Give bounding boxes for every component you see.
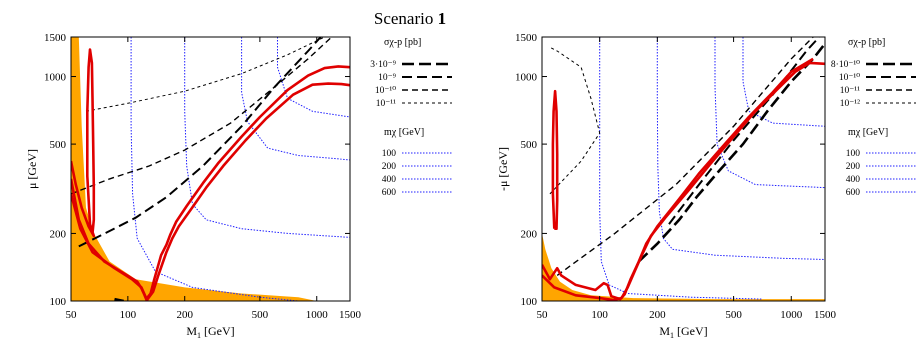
x-tick-label-1000: 1000 (306, 309, 329, 321)
x-axis-label-unit: [GeV] (201, 324, 235, 338)
mass-legend-label-200: 200 (846, 162, 861, 172)
sigma-legend-title: σχ-p [pb] (848, 37, 885, 48)
sigma-contour-4 (549, 46, 601, 195)
sigma-contour-4 (85, 37, 325, 112)
sigma-contour-1 (637, 42, 825, 263)
x-tick-label-1500: 1500 (339, 309, 362, 321)
mass-legend-title: mχ [GeV] (848, 127, 888, 138)
x-tick-label-50: 50 (537, 309, 549, 321)
relic-contour-4 (145, 82, 350, 301)
y-tick-label-200: 200 (521, 228, 538, 240)
sigma-contour-3 (556, 37, 814, 276)
relic-contour-1 (551, 89, 559, 230)
figure-title: Scenario 1 (374, 9, 446, 28)
y-tick-label-500: 500 (50, 139, 67, 151)
mass-contour-600 (277, 37, 350, 118)
sigma-legend-label-4: 10⁻¹¹ (376, 99, 396, 109)
y-tick-label-1500: 1500 (515, 32, 538, 44)
x-axis-label: M1 [GeV] (659, 324, 707, 340)
excluded-region (71, 37, 317, 301)
y-tick-label-100: 100 (521, 296, 538, 308)
mass-legend-label-400: 400 (846, 175, 861, 185)
x-tick-label-200: 200 (649, 309, 666, 321)
relic-contour-3 (542, 61, 825, 301)
sigma-legend-label-1: 8·10⁻¹⁰ (831, 60, 860, 70)
y-tick-label-1000: 1000 (44, 72, 67, 84)
mass-legend-label-200: 200 (382, 162, 397, 172)
mass-contour-400 (241, 37, 350, 161)
sigma-contour-3 (71, 37, 333, 195)
mass-contour-200 (656, 37, 825, 260)
x-tick-label-200: 200 (176, 309, 193, 321)
sigma-legend-label-3: 10⁻¹¹ (840, 86, 860, 96)
x-tick-label-500: 500 (252, 309, 269, 321)
sigma-contour-2 (78, 37, 322, 248)
sigma-legend-label-1: 3·10⁻⁹ (370, 60, 396, 70)
y-axis-label: -μ [GeV] (496, 147, 510, 191)
sigma-legend-label-2: 10⁻¹⁰ (839, 73, 860, 83)
plot-frame (541, 36, 826, 302)
plot-area (71, 37, 350, 301)
x-tick-label-100: 100 (591, 309, 608, 321)
x-axis-label-sub: 1 (197, 331, 201, 340)
relic-contour-1 (71, 48, 96, 238)
figure-title-number: 1 (438, 9, 447, 28)
mass-legend-label-100: 100 (846, 149, 861, 159)
relic-contour-3 (71, 193, 149, 301)
sigma-legend-title: σχ-p [pb] (384, 37, 421, 48)
plot-area (542, 37, 825, 301)
sigma-legend-label-3: 10⁻¹⁰ (375, 86, 396, 96)
sigma-contour-2 (668, 37, 821, 225)
y-tick-label-200: 200 (50, 228, 67, 240)
x-axis-label: M1 [GeV] (186, 324, 234, 340)
y-tick-label-100: 100 (50, 296, 67, 308)
mass-legend-label-400: 400 (382, 175, 397, 185)
x-tick-label-50: 50 (66, 309, 78, 321)
mass-legend-label-600: 600 (382, 188, 397, 198)
x-tick-label-1500: 1500 (814, 309, 837, 321)
x-axis-label-main: M (186, 324, 197, 338)
sigma-legend-label-2: 10⁻⁹ (378, 73, 397, 83)
mass-contour-100 (130, 37, 299, 301)
x-tick-label-1000: 1000 (780, 309, 803, 321)
plot-frame (70, 36, 351, 302)
y-tick-label-1500: 1500 (44, 32, 67, 44)
x-axis-label-main: M (659, 324, 670, 338)
x-tick-label-100: 100 (120, 309, 137, 321)
x-axis-label-sub: 1 (670, 331, 674, 340)
x-tick-label-500: 500 (725, 309, 742, 321)
mass-contour-100 (599, 37, 762, 300)
mass-contour-400 (714, 37, 825, 189)
y-tick-label-1000: 1000 (515, 72, 538, 84)
y-axis-label: μ [GeV] (25, 149, 39, 189)
excluded-region (542, 233, 825, 301)
mass-legend-title: mχ [GeV] (384, 127, 424, 138)
figure-title-prefix: Scenario (374, 9, 438, 28)
sigma-legend-label-4: 10⁻¹² (840, 99, 860, 109)
mass-contour-200 (184, 37, 350, 238)
y-tick-label-500: 500 (521, 139, 538, 151)
mass-legend-label-600: 600 (846, 188, 861, 198)
x-axis-label-unit: [GeV] (674, 324, 708, 338)
mass-legend-label-100: 100 (382, 149, 397, 159)
